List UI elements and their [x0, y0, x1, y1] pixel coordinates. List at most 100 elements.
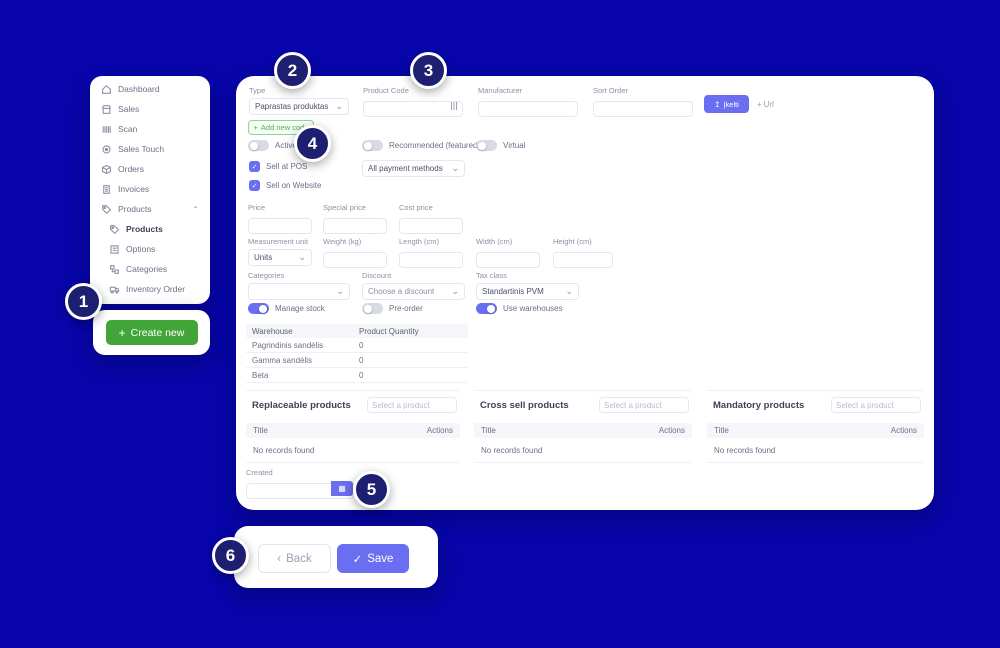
sidebar-item-inventory-order[interactable]: Inventory Order — [90, 279, 210, 299]
cross-sell-product-search-input[interactable] — [599, 397, 689, 413]
created-date-input[interactable] — [246, 482, 354, 499]
active-toggle-row: Active — [248, 140, 297, 151]
quantity-column-header: Product Quantity — [359, 326, 419, 336]
sidebar-item-options[interactable]: Options — [90, 239, 210, 259]
measurement-unit-value: Units — [254, 253, 273, 262]
sort-order-label: Sort Order — [593, 86, 629, 95]
payment-methods-select[interactable]: All payment methods ⌄ — [362, 160, 465, 177]
weight-label: Weight (kg) — [323, 237, 362, 246]
sell-web-row: ✓ Sell on Website — [249, 180, 321, 191]
manufacturer-input[interactable] — [478, 100, 578, 117]
chevron-down-icon: ⌄ — [336, 286, 344, 296]
warehouse-name: Gamma sandėlis — [252, 355, 313, 365]
manage-stock-toggle-row: Manage stock — [248, 303, 325, 314]
tax-class-value: Standartinis PVM — [482, 287, 544, 296]
url-label: Url — [763, 100, 774, 109]
sidebar-item-categories[interactable]: Categories — [90, 259, 210, 279]
footer-actions-card: ‹ Back ✓ Save — [234, 526, 438, 588]
categories-label: Categories — [248, 271, 285, 280]
sidebar-item-orders[interactable]: Orders — [90, 159, 210, 179]
sidebar-item-sales[interactable]: Sales — [90, 99, 210, 119]
empty-state: No records found — [707, 438, 924, 463]
recommended-toggle[interactable] — [362, 140, 383, 151]
mandatory-product-search-input[interactable] — [831, 397, 921, 413]
create-new-label: Create new — [130, 326, 185, 339]
cost-price-input[interactable] — [399, 217, 463, 234]
type-select[interactable]: Paprastas produktas ⌄ — [249, 98, 349, 115]
height-input[interactable] — [553, 251, 613, 268]
sidebar-item-products[interactable]: Products — [90, 219, 210, 239]
upload-button[interactable]: ↥ Įkelti — [704, 95, 749, 113]
back-chevron-icon: ‹ — [277, 552, 282, 565]
tax-class-select[interactable]: Standartinis PVM ⌄ — [476, 283, 579, 300]
section-title: Cross sell products — [480, 400, 569, 411]
callout-3: 3 — [410, 52, 447, 89]
discount-field-group: Discount Choose a discount ⌄ — [362, 271, 465, 300]
sidebar-item-label: Invoices — [118, 184, 150, 194]
product-code-input[interactable] — [363, 100, 463, 117]
back-button[interactable]: ‹ Back — [258, 544, 331, 573]
weight-input[interactable] — [323, 251, 387, 268]
use-warehouses-label: Use warehouses — [503, 304, 563, 313]
width-label: Width (cm) — [476, 237, 513, 246]
manage-stock-toggle[interactable] — [248, 303, 269, 314]
replaceable-product-search-input[interactable] — [367, 397, 457, 413]
discount-select[interactable]: Choose a discount ⌄ — [362, 283, 465, 300]
sidebar-item-invoices[interactable]: Invoices — [90, 179, 210, 199]
barcode-icon — [451, 102, 459, 110]
section-title: Mandatory products — [713, 400, 805, 411]
use-warehouses-toggle[interactable] — [476, 303, 497, 314]
calendar-button[interactable]: ▦ — [331, 481, 353, 496]
sell-pos-row: ✓ Sell at POS — [249, 161, 307, 172]
actions-column-header: Actions — [890, 426, 917, 435]
sidebar-item-label: Orders — [118, 164, 144, 174]
payment-methods-field-group: All payment methods ⌄ — [362, 160, 465, 177]
replaceable-products-section: Replaceable products Title Actions No re… — [246, 390, 460, 463]
width-input[interactable] — [476, 251, 540, 268]
create-new-button[interactable]: + Create new — [105, 320, 198, 345]
options-icon — [110, 244, 119, 254]
price-label: Price — [248, 203, 266, 212]
sidebar-item-products-parent[interactable]: Products ⌃ — [90, 199, 210, 219]
virtual-toggle[interactable] — [476, 140, 497, 151]
use-warehouses-toggle-row: Use warehouses — [476, 303, 563, 314]
sidebar-item-dashboard[interactable]: Dashboard — [90, 79, 210, 99]
measurement-unit-field-group: Measurement unit Units ⌄ — [248, 237, 312, 266]
height-label: Height (cm) — [553, 237, 592, 246]
measurement-unit-label: Measurement unit — [248, 237, 309, 246]
plus-icon: + — [118, 325, 126, 340]
warehouse-quantity: 0 — [359, 355, 364, 365]
warehouse-quantity: 0 — [359, 340, 364, 350]
add-new-code-label: Add new code — [260, 123, 309, 132]
title-column-header: Title — [253, 426, 268, 435]
type-field-group: Type Paprastas produktas ⌄ — [249, 86, 349, 115]
length-input[interactable] — [399, 251, 463, 268]
save-button[interactable]: ✓ Save — [337, 544, 409, 573]
add-url-link[interactable]: + Url — [757, 100, 774, 109]
table-row: Beta 0 — [246, 368, 468, 383]
special-price-input[interactable] — [323, 217, 387, 234]
touch-icon — [102, 144, 111, 154]
callout-5: 5 — [353, 471, 390, 508]
sidebar-item-scan[interactable]: Scan — [90, 119, 210, 139]
type-value: Paprastas produktas — [255, 102, 329, 111]
measurement-unit-select[interactable]: Units ⌄ — [248, 249, 312, 266]
sell-web-label: Sell on Website — [266, 181, 322, 190]
sidebar: Dashboard Sales Scan Sales Touch Orders … — [90, 76, 210, 304]
empty-state: No records found — [246, 438, 460, 463]
calendar-icon: ▦ — [338, 484, 346, 493]
price-input[interactable] — [248, 217, 312, 234]
manufacturer-field-group: Manufacturer — [478, 86, 578, 117]
sell-web-checkbox[interactable]: ✓ — [249, 180, 260, 191]
table-row: Pagrindinis sandėlis 0 — [246, 338, 468, 353]
sell-pos-checkbox[interactable]: ✓ — [249, 161, 260, 172]
preorder-toggle[interactable] — [362, 303, 383, 314]
title-column-header: Title — [714, 426, 729, 435]
title-column-header: Title — [481, 426, 496, 435]
height-field-group: Height (cm) — [553, 237, 613, 268]
categories-select[interactable]: ⌄ — [248, 283, 350, 300]
sort-order-input[interactable] — [593, 100, 693, 117]
active-toggle[interactable] — [248, 140, 269, 151]
sidebar-item-sales-touch[interactable]: Sales Touch — [90, 139, 210, 159]
product-code-field-group: Product Code — [363, 86, 463, 117]
